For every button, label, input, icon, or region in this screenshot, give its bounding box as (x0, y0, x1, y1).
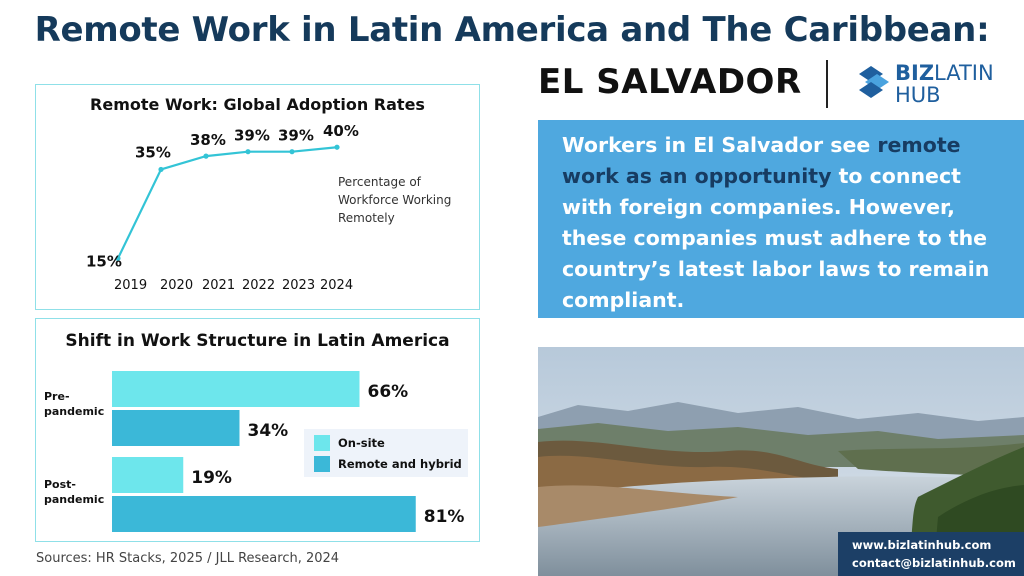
bar-chart-panel: Shift in Work Structure in Latin America… (35, 318, 480, 542)
legend-label-remote-hybrid: Remote and hybrid (338, 457, 462, 471)
line-value-label: 40% (323, 122, 359, 140)
legend-swatch-on-site (314, 435, 330, 451)
line-point (245, 149, 251, 155)
x-tick-label: 2020 (160, 278, 193, 293)
bar (112, 371, 360, 407)
email-link[interactable]: contact@bizlatinhub.com (852, 556, 1016, 570)
logo-mark-icon (859, 66, 889, 98)
category-label-post-pandemic: Post-pandemic (44, 478, 105, 506)
legend-label-on-site: On-site (338, 436, 385, 450)
bar-legend: On-site Remote and hybrid (304, 429, 468, 477)
info-text-highlight: remote work as an opportunity (562, 133, 961, 188)
line-point (158, 166, 164, 173)
line-value-label: 39% (234, 127, 270, 145)
bar-chart-title: Shift in Work Structure in Latin America (65, 331, 450, 351)
line-chart-panel: Remote Work: Global Adoption Rates 15% 35… (35, 84, 480, 310)
bar-value-label: 81% (424, 507, 465, 527)
sources-note: Sources: HR Stacks, 2025 / JLL Research,… (36, 551, 340, 566)
line-value-label: 38% (190, 131, 226, 149)
line-point (334, 144, 340, 150)
bar-value-label: 19% (191, 468, 232, 488)
contact-box: www.bizlatinhub.com contact@bizlatinhub.… (838, 532, 1024, 576)
legend-swatch-remote-hybrid (314, 456, 330, 472)
bar (112, 410, 240, 446)
country-title: EL SALVADOR (538, 62, 802, 102)
legend-item-on-site: On-site (314, 435, 385, 451)
line-chart: 15% 35% 38% 39% 39% 40% 2019 2020 2021 2022 2023 20… (86, 122, 359, 293)
info-text: Workers in El Salvador see remote work a… (562, 130, 1008, 316)
bizlatinhub-logo[interactable]: BIZLATIN HUB (855, 60, 1005, 110)
website-link[interactable]: www.bizlatinhub.com (852, 538, 992, 552)
logo-biz: BIZ (895, 61, 935, 85)
bar-value-label: 34% (248, 421, 289, 441)
logo-latin: LATIN (934, 61, 994, 85)
info-box: Workers in El Salvador see remote work a… (538, 120, 1024, 318)
header-divider (826, 60, 828, 108)
bar-value-label: 66% (368, 382, 409, 402)
logo-hub: HUB (895, 83, 941, 107)
bar (112, 457, 184, 493)
x-tick-label: 2021 (202, 278, 235, 293)
bar (112, 496, 416, 532)
x-tick-label: 2024 (320, 278, 353, 293)
legend-item-remote-hybrid: Remote and hybrid (314, 456, 462, 472)
line-point (203, 153, 209, 159)
bar-chart: 66% 34% 19% 81% (112, 371, 465, 532)
x-tick-label: 2023 (282, 278, 315, 293)
line-point (115, 255, 121, 261)
line-series-name: Percentage of Workforce Working Remotely (338, 175, 452, 225)
category-label-pre-pandemic: Pre-pandemic (44, 390, 105, 418)
line-point (289, 149, 295, 155)
logo-text: BIZLATIN HUB (895, 62, 994, 106)
line-value-label: 15% (86, 252, 122, 270)
x-tick-label: 2019 (114, 278, 147, 293)
info-text-before: Workers in El Salvador see (562, 133, 878, 157)
line-value-label: 39% (278, 127, 314, 145)
line-value-label: 35% (135, 143, 171, 161)
line-chart-title: Remote Work: Global Adoption Rates (90, 95, 425, 114)
x-tick-label: 2022 (242, 278, 275, 293)
info-text-after: to connect with foreign companies. Howev… (562, 164, 990, 312)
line-series (117, 146, 338, 259)
main-title: Remote Work in Latin America and The Car… (34, 10, 990, 50)
